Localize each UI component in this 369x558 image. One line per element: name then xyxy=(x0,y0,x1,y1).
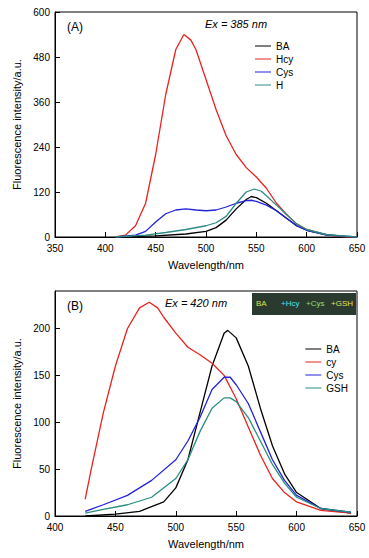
svg-text:120: 120 xyxy=(33,187,50,198)
svg-text:200: 200 xyxy=(33,323,50,334)
svg-text:400: 400 xyxy=(97,243,114,254)
svg-text:600: 600 xyxy=(33,7,50,18)
svg-text:Fluorescence intensity/a.u.: Fluorescence intensity/a.u. xyxy=(11,338,23,469)
svg-text:480: 480 xyxy=(33,52,50,63)
svg-text:BA: BA xyxy=(326,344,340,355)
svg-text:GSH: GSH xyxy=(326,383,348,394)
svg-text:650: 650 xyxy=(349,243,366,254)
svg-text:(B): (B) xyxy=(67,299,83,313)
svg-text:Cys: Cys xyxy=(326,370,343,381)
svg-text:550: 550 xyxy=(228,522,245,533)
svg-text:360: 360 xyxy=(33,97,50,108)
svg-text:Ex = 385 nm: Ex = 385 nm xyxy=(205,18,267,30)
svg-text:Hcy: Hcy xyxy=(276,54,293,65)
svg-text:H: H xyxy=(276,80,283,91)
svg-text:Ex = 420 nm: Ex = 420 nm xyxy=(165,297,227,309)
svg-text:+Hcy: +Hcy xyxy=(281,299,299,308)
svg-text:450: 450 xyxy=(107,522,124,533)
svg-text:550: 550 xyxy=(248,243,265,254)
svg-text:500: 500 xyxy=(198,243,215,254)
svg-text:BA: BA xyxy=(276,41,290,52)
svg-text:BA: BA xyxy=(256,299,267,308)
svg-text:+Cys: +Cys xyxy=(306,299,324,308)
svg-text:Cys: Cys xyxy=(276,67,293,78)
svg-text:Wavelength/nm: Wavelength/nm xyxy=(168,538,244,550)
svg-text:Wavelength/nm: Wavelength/nm xyxy=(168,259,244,271)
svg-text:(A): (A) xyxy=(67,20,83,34)
svg-text:350: 350 xyxy=(47,243,64,254)
svg-text:+GSH: +GSH xyxy=(331,299,353,308)
svg-text:650: 650 xyxy=(349,522,366,533)
svg-text:Fluorescence intensity/a.u.: Fluorescence intensity/a.u. xyxy=(11,59,23,190)
svg-text:50: 50 xyxy=(39,464,51,475)
svg-text:500: 500 xyxy=(167,522,184,533)
svg-text:100: 100 xyxy=(33,417,50,428)
svg-text:600: 600 xyxy=(298,243,315,254)
svg-text:0: 0 xyxy=(44,511,50,522)
svg-text:240: 240 xyxy=(33,142,50,153)
svg-text:400: 400 xyxy=(47,522,64,533)
svg-text:450: 450 xyxy=(147,243,164,254)
svg-text:150: 150 xyxy=(33,370,50,381)
svg-text:cy: cy xyxy=(326,357,336,368)
svg-text:0: 0 xyxy=(44,232,50,243)
svg-text:600: 600 xyxy=(288,522,305,533)
